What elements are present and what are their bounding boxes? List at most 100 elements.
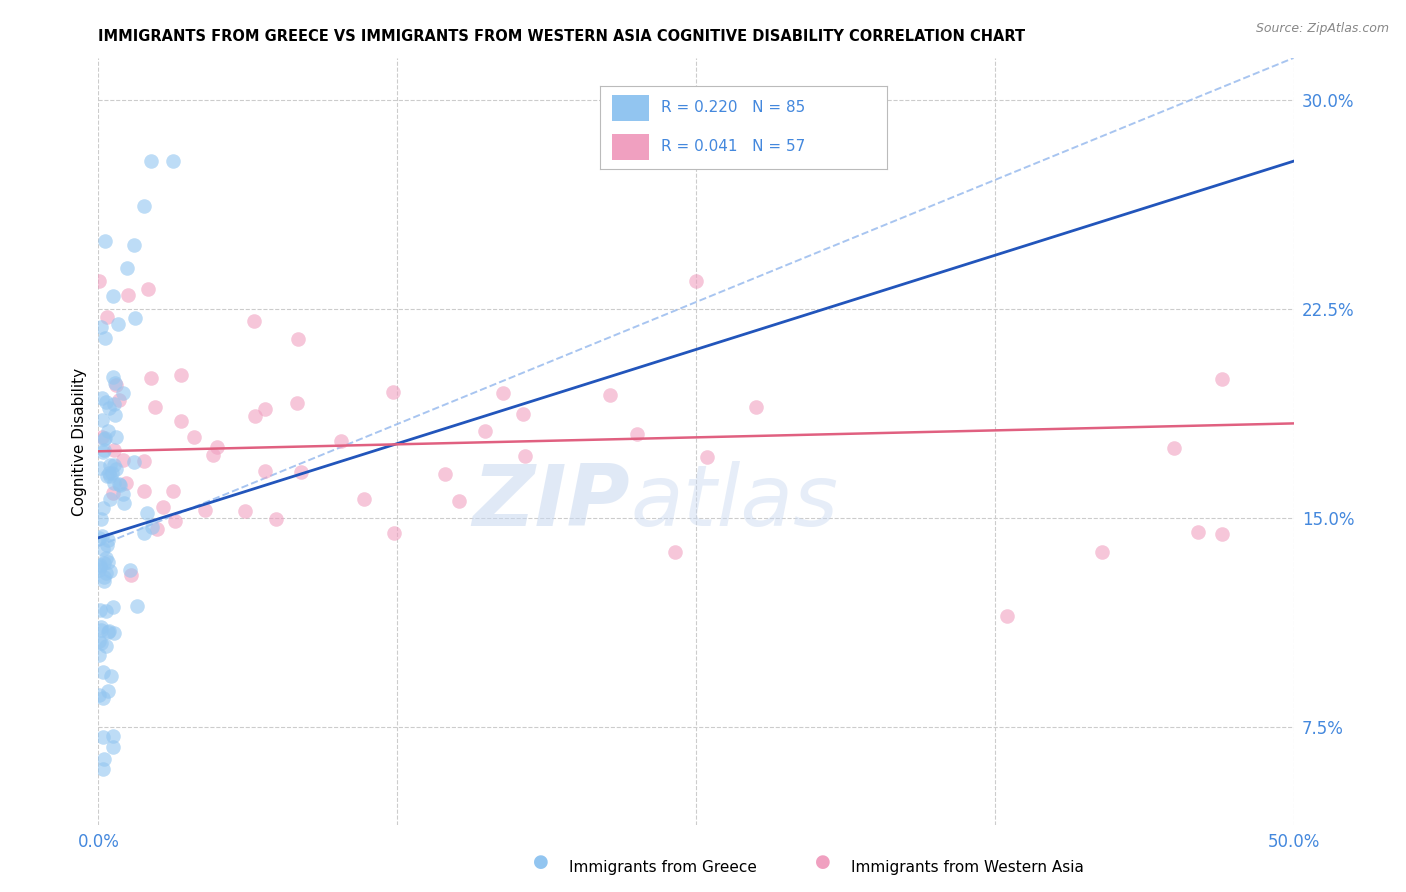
Text: Source: ZipAtlas.com: Source: ZipAtlas.com bbox=[1256, 22, 1389, 36]
Point bbox=[285, 396, 308, 410]
Point bbox=[664, 545, 686, 559]
Point bbox=[89, 461, 111, 475]
Point bbox=[101, 599, 124, 614]
Point bbox=[90, 320, 112, 334]
Point bbox=[98, 564, 121, 578]
Point bbox=[103, 626, 125, 640]
Point bbox=[194, 502, 217, 516]
Point bbox=[1091, 545, 1114, 559]
Point bbox=[139, 371, 162, 385]
Point bbox=[132, 199, 155, 213]
Point bbox=[103, 458, 125, 472]
Point bbox=[253, 402, 276, 417]
Point bbox=[87, 274, 110, 288]
Point bbox=[93, 574, 115, 589]
Point bbox=[112, 453, 135, 467]
Point bbox=[104, 408, 127, 422]
Point bbox=[96, 639, 118, 653]
Point bbox=[124, 455, 146, 469]
Point bbox=[132, 484, 155, 499]
Point bbox=[434, 467, 457, 481]
Point bbox=[104, 378, 127, 392]
Point bbox=[162, 154, 184, 169]
Point bbox=[287, 333, 309, 347]
Point bbox=[94, 551, 117, 566]
Point bbox=[96, 566, 118, 581]
Point bbox=[96, 468, 118, 483]
Point bbox=[243, 409, 266, 424]
Point bbox=[93, 432, 115, 446]
Point bbox=[474, 424, 496, 438]
Point bbox=[87, 648, 110, 662]
Point bbox=[94, 331, 117, 345]
Point bbox=[205, 441, 228, 455]
Point bbox=[93, 442, 115, 457]
Point bbox=[87, 634, 110, 648]
Point bbox=[103, 442, 125, 457]
Point bbox=[90, 529, 112, 543]
Point bbox=[512, 407, 534, 421]
Point bbox=[1211, 527, 1233, 541]
Point bbox=[96, 394, 118, 409]
Point bbox=[97, 624, 120, 639]
Point bbox=[91, 730, 114, 744]
Text: Immigrants from Western Asia: Immigrants from Western Asia bbox=[851, 860, 1084, 874]
Text: ●: ● bbox=[533, 853, 550, 871]
Point bbox=[89, 559, 111, 574]
Point bbox=[96, 310, 118, 324]
Point bbox=[93, 445, 115, 459]
Point bbox=[90, 512, 112, 526]
Point bbox=[91, 691, 114, 706]
Point bbox=[91, 542, 114, 557]
Point bbox=[89, 688, 111, 702]
Point bbox=[90, 429, 112, 443]
Point bbox=[93, 751, 115, 765]
Point bbox=[170, 414, 193, 428]
Point bbox=[98, 458, 121, 472]
Point bbox=[183, 430, 205, 444]
Point bbox=[112, 385, 135, 400]
Point bbox=[1187, 524, 1209, 539]
Point bbox=[143, 400, 166, 414]
Point bbox=[103, 369, 125, 384]
Point bbox=[290, 465, 312, 479]
Point bbox=[995, 608, 1018, 623]
Y-axis label: Cognitive Disability: Cognitive Disability bbox=[72, 368, 87, 516]
Point bbox=[90, 636, 112, 650]
Point bbox=[87, 563, 110, 577]
Point bbox=[111, 487, 134, 501]
Point bbox=[97, 624, 120, 639]
Point bbox=[120, 568, 142, 582]
Point bbox=[103, 475, 125, 490]
Point bbox=[98, 492, 121, 507]
Point bbox=[107, 318, 129, 332]
Point bbox=[381, 384, 404, 399]
Point bbox=[1163, 442, 1185, 456]
Point bbox=[115, 261, 138, 276]
Point bbox=[201, 448, 224, 462]
Point bbox=[170, 368, 193, 383]
Point bbox=[132, 525, 155, 540]
Point bbox=[162, 484, 184, 499]
Point bbox=[120, 563, 142, 577]
Point bbox=[100, 669, 122, 683]
Point bbox=[108, 477, 131, 491]
Point bbox=[91, 413, 114, 427]
Point bbox=[447, 493, 470, 508]
Point bbox=[135, 506, 157, 520]
Point bbox=[124, 310, 146, 325]
Point bbox=[114, 496, 136, 510]
Point bbox=[94, 234, 117, 248]
Point bbox=[91, 392, 114, 406]
Point bbox=[124, 238, 146, 252]
Point bbox=[145, 522, 167, 536]
Point bbox=[104, 461, 127, 475]
Point bbox=[97, 401, 120, 415]
Point bbox=[253, 464, 276, 478]
Point bbox=[136, 282, 159, 296]
Text: ●: ● bbox=[814, 853, 831, 871]
Point bbox=[626, 426, 648, 441]
Point bbox=[132, 454, 155, 468]
Point bbox=[104, 430, 127, 444]
Point bbox=[101, 729, 124, 743]
